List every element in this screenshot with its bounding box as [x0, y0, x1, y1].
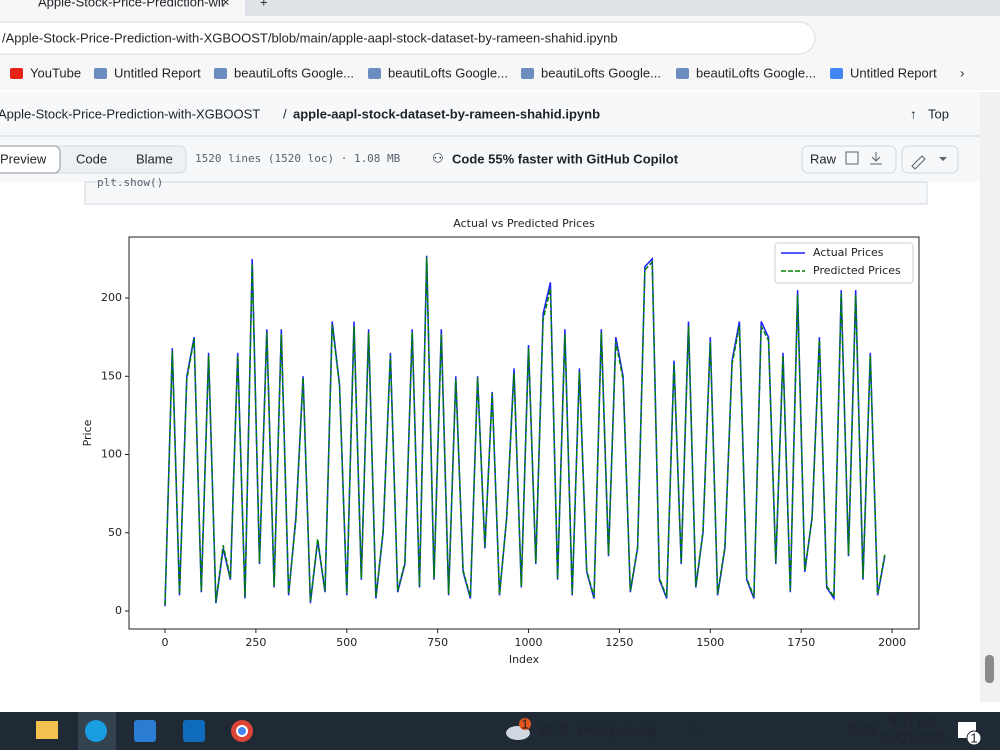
scrollbar[interactable] [980, 92, 1000, 702]
bookmark-icon[interactable] [521, 68, 534, 79]
close-tab[interactable]: × [222, 0, 230, 9]
bookmark-icon[interactable] [830, 68, 843, 79]
edge-icon[interactable] [85, 720, 107, 742]
preview-label[interactable]: Preview [0, 151, 47, 166]
x-tick-label: 2000 [878, 636, 906, 649]
y-tick-label: 50 [108, 526, 122, 539]
bookmark-icon[interactable] [676, 68, 689, 79]
bookmark-icon[interactable] [10, 68, 23, 79]
top-link[interactable]: Top [928, 106, 949, 121]
y-tick-label: 150 [101, 369, 122, 382]
tab-strip [0, 0, 1000, 16]
x-tick-label: 0 [161, 636, 168, 649]
tray-arrow[interactable]: ^ [692, 722, 699, 737]
chart-title: Actual vs Predicted Prices [453, 217, 595, 230]
bookmark[interactable]: beautiLofts Google... [696, 65, 816, 80]
x-tick-label: 1500 [696, 636, 724, 649]
code-cell [84, 181, 928, 205]
y-tick-label: 0 [115, 604, 122, 617]
copilot-text[interactable]: Code 55% faster with GitHub Copilot [452, 151, 679, 166]
preview-tab[interactable] [0, 145, 61, 174]
dropdown-icon[interactable] [939, 157, 947, 161]
tab[interactable] [0, 0, 245, 16]
temperature[interactable]: 21°C [539, 722, 568, 737]
notification-badge: 1 [970, 730, 977, 745]
bookmark[interactable]: YouTube [30, 65, 81, 80]
plot-frame [128, 236, 920, 630]
y-tick-label: 200 [101, 291, 122, 304]
bookmark-icon[interactable] [368, 68, 381, 79]
copy-icon[interactable] [845, 151, 859, 165]
edit-icon[interactable] [911, 155, 926, 170]
outlook-icon[interactable] [183, 720, 205, 742]
tab-title[interactable]: Apple-Stock-Price-Prediction-wit [38, 0, 225, 9]
explorer-icon[interactable] [36, 721, 58, 739]
x-tick-label: 1250 [605, 636, 633, 649]
bookmark[interactable]: Untitled Report [114, 65, 201, 80]
legend-label: Actual Prices [813, 246, 884, 259]
code-label[interactable]: Code [76, 151, 107, 166]
language[interactable]: ENG [848, 722, 876, 737]
weather-badge: 1 [521, 716, 528, 731]
bookmark[interactable]: beautiLofts Google... [388, 65, 508, 80]
taskbar [0, 712, 1000, 750]
separator: / [283, 106, 287, 121]
x-tick-label: 750 [427, 636, 448, 649]
blame-label[interactable]: Blame [136, 151, 173, 166]
series-line [164, 257, 886, 605]
url[interactable]: /Apple-Stock-Price-Prediction-with-XGBOO… [2, 30, 618, 45]
bookmark[interactable]: beautiLofts Google... [541, 65, 661, 80]
clock-time[interactable]: 8:27 pm [890, 713, 937, 728]
x-tick-label: 1000 [515, 636, 543, 649]
x-tick-label: 500 [336, 636, 357, 649]
clock-date[interactable]: 06/03/2025 [880, 730, 945, 745]
download-icon[interactable] [870, 152, 882, 165]
weather-badge-bg [519, 718, 531, 730]
chart: Actual vs Predicted Prices Index Price 0 250… [81, 217, 920, 666]
more-bookmarks[interactable]: › [960, 65, 964, 80]
x-axis-label: Index [509, 653, 540, 666]
edit-actions [901, 145, 959, 174]
file-actions [801, 145, 897, 174]
scroll-thumb[interactable] [985, 655, 994, 683]
copilot-icon: ⚇ [432, 150, 444, 165]
code-line: plt.show() [97, 176, 163, 189]
file-name: apple-aapl-stock-dataset-by-rameen-shahi… [293, 106, 600, 121]
top-arrow[interactable]: ↑ [910, 106, 917, 121]
x-tick-label: 250 [245, 636, 266, 649]
file-info: 1520 lines (1520 loc) · 1.08 MB [195, 152, 401, 165]
bookmark[interactable]: beautiLofts Google... [234, 65, 354, 80]
raw-button[interactable]: Raw [810, 151, 837, 166]
weather[interactable]: Mostly cloudy [578, 722, 657, 737]
x-tick-label: 1750 [787, 636, 815, 649]
new-tab[interactable]: + [260, 0, 268, 9]
bookmark[interactable]: Untitled Report [850, 65, 937, 80]
store-icon[interactable] [134, 720, 156, 742]
address-bar[interactable] [0, 21, 816, 55]
legend-label: Predicted Prices [813, 264, 901, 277]
y-axis-label: Price [81, 419, 94, 446]
bookmark-icon[interactable] [94, 68, 107, 79]
y-tick-label: 100 [101, 448, 122, 461]
legend [774, 242, 914, 284]
chrome-center [236, 725, 248, 737]
notification-badge-bg [966, 730, 982, 746]
repo-link[interactable]: Apple-Stock-Price-Prediction-with-XGBOOS… [0, 106, 260, 121]
bookmark-icon[interactable] [214, 68, 227, 79]
bookmarks: YouTube Untitled Report beautiLofts Google… [10, 65, 937, 80]
